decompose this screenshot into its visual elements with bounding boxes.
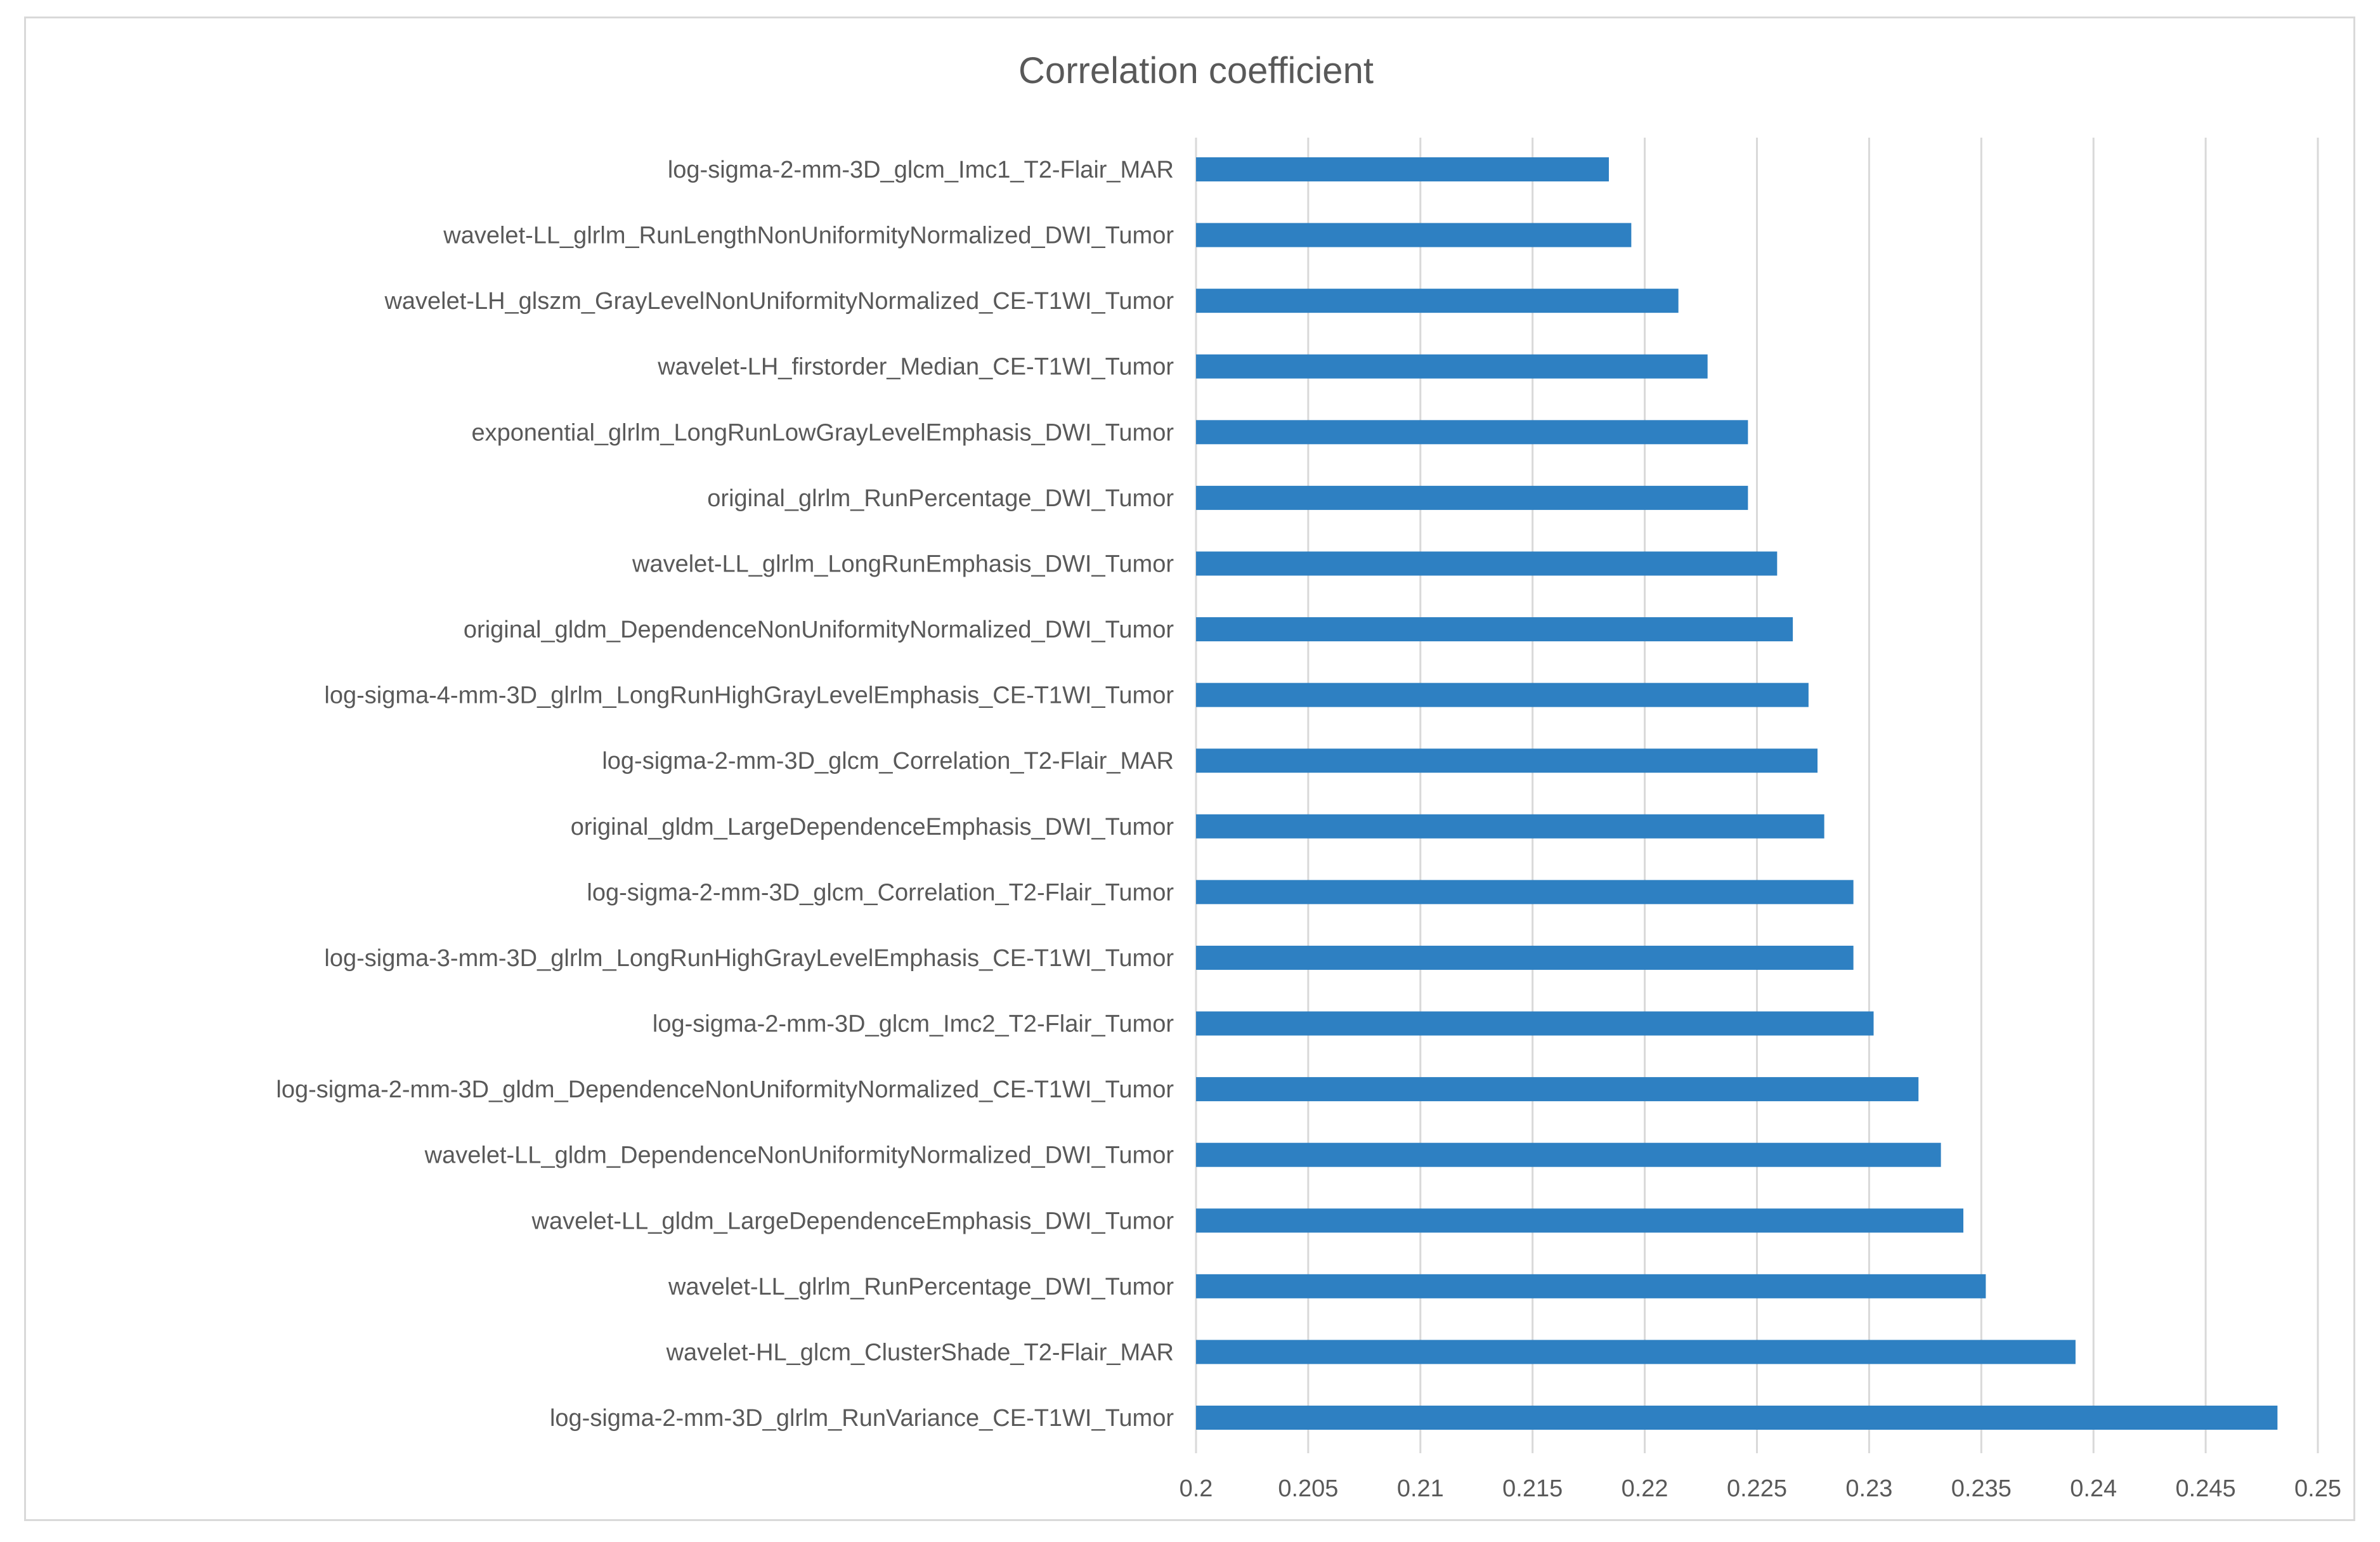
bar (1196, 354, 1708, 379)
bar (1196, 485, 1748, 510)
bar (1196, 880, 1854, 905)
x-tick-label: 0.205 (1278, 1475, 1338, 1502)
bar (1196, 683, 1809, 707)
x-tick-label: 0.235 (1951, 1475, 2012, 1502)
category-label: wavelet-LH_firstorder_Median_CE-T1WI_Tum… (657, 354, 1174, 381)
category-label: wavelet-LL_glrlm_LongRunEmphasis_DWI_Tum… (632, 551, 1174, 577)
x-tick-label: 0.22 (1622, 1475, 1668, 1502)
bar (1196, 223, 1632, 247)
bar (1196, 1274, 1986, 1298)
category-label: log-sigma-2-mm-3D_glcm_Imc2_T2-Flair_Tum… (653, 1011, 1174, 1038)
category-label: wavelet-LL_glrlm_RunLengthNonUniformityN… (443, 223, 1174, 249)
bar (1196, 1142, 1941, 1167)
category-label: log-sigma-2-mm-3D_gldm_DependenceNonUnif… (276, 1076, 1174, 1103)
category-label: wavelet-HL_glcm_ClusterShade_T2-Flair_MA… (666, 1339, 1174, 1366)
bar (1196, 289, 1679, 313)
x-tick-label: 0.2 (1180, 1475, 1213, 1502)
category-label: log-sigma-3-mm-3D_glrlm_LongRunHighGrayL… (324, 945, 1174, 972)
category-label: wavelet-LL_glrlm_RunPercentage_DWI_Tumor (668, 1274, 1174, 1300)
x-tick-label: 0.21 (1397, 1475, 1444, 1502)
bar (1196, 748, 1818, 773)
category-label: wavelet-LL_gldm_LargeDependenceEmphasis_… (531, 1208, 1174, 1234)
category-label: log-sigma-2-mm-3D_glcm_Correlation_T2-Fl… (587, 879, 1174, 906)
x-tick-label: 0.245 (2176, 1475, 2236, 1502)
x-tick-label: 0.215 (1502, 1475, 1563, 1502)
category-label: wavelet-LL_gldm_DependenceNonUniformityN… (424, 1142, 1174, 1169)
category-label: original_glrlm_RunPercentage_DWI_Tumor (707, 485, 1174, 512)
bar-chart: Correlation coefficient log-sigma-2-mm-3… (276, 50, 2341, 1502)
bar (1196, 945, 1854, 970)
x-tick-label: 0.24 (2070, 1475, 2117, 1502)
bar (1196, 814, 1824, 839)
bar (1196, 551, 1778, 576)
category-label: log-sigma-2-mm-3D_glrlm_RunVariance_CE-T… (550, 1405, 1174, 1432)
gridlines (1195, 138, 2319, 1453)
chart-title: Correlation coefficient (1018, 50, 1374, 91)
chart-frame: Correlation coefficient log-sigma-2-mm-3… (24, 16, 2355, 1521)
category-label: log-sigma-4-mm-3D_glrlm_LongRunHighGrayL… (324, 683, 1174, 709)
bar (1196, 1077, 1919, 1102)
x-tick-label: 0.25 (2294, 1475, 2341, 1502)
category-labels: log-sigma-2-mm-3D_glcm_Imc1_T2-Flair_MAR… (276, 157, 1174, 1432)
bar (1196, 1340, 2076, 1364)
bar (1196, 617, 1793, 642)
category-label: wavelet-LH_glszm_GrayLevelNonUniformityN… (384, 288, 1174, 315)
x-tick-label: 0.23 (1845, 1475, 1892, 1502)
x-tick-label: 0.225 (1727, 1475, 1787, 1502)
x-axis-ticks: 0.2 0.205 0.21 0.215 0.22 0.225 0.23 0.235 0.24 0… (1180, 1475, 2341, 1502)
category-label: log-sigma-2-mm-3D_glcm_Correlation_T2-Fl… (602, 748, 1174, 774)
category-label: log-sigma-2-mm-3D_glcm_Imc1_T2-Flair_MAR (668, 157, 1174, 183)
bar (1196, 1011, 1874, 1036)
bar (1196, 157, 1609, 181)
category-label: original_gldm_LargeDependenceEmphasis_DW… (571, 814, 1174, 840)
category-label: original_gldm_DependenceNonUniformityNor… (464, 617, 1174, 643)
bars (1196, 157, 2278, 1430)
bar (1196, 1406, 2278, 1430)
bar (1196, 1208, 1963, 1233)
category-label: exponential_glrlm_LongRunLowGrayLevelEmp… (472, 419, 1174, 446)
bar (1196, 420, 1748, 445)
